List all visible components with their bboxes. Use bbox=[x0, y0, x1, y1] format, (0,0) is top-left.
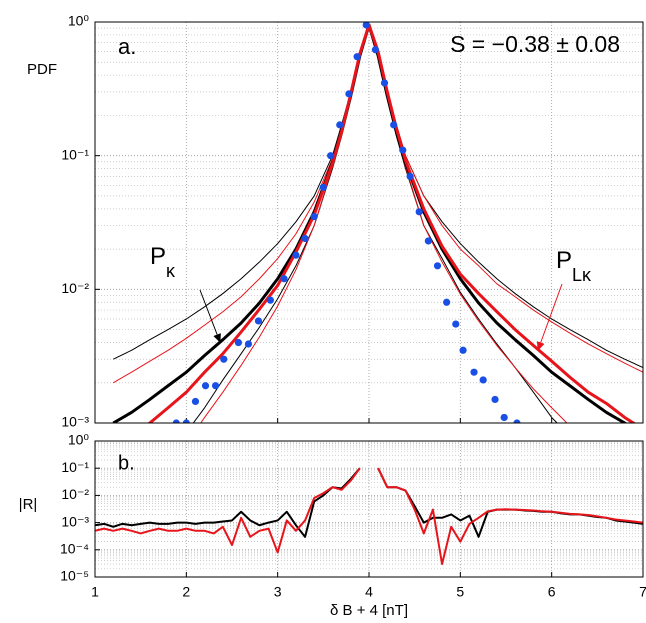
curve-label: PLκ bbox=[556, 247, 592, 284]
data-point bbox=[336, 121, 344, 129]
y-tick-label: 10⁻³ bbox=[61, 513, 89, 529]
curve-label-base: P bbox=[556, 247, 572, 274]
data-point bbox=[433, 262, 442, 270]
y-tick-label: 10⁻² bbox=[61, 280, 89, 296]
data-point bbox=[211, 382, 220, 390]
data-point bbox=[319, 183, 327, 191]
data-point bbox=[362, 22, 370, 29]
y-tick-label: 10⁰ bbox=[68, 13, 90, 29]
data-point bbox=[310, 213, 318, 221]
y-tick-label: 10⁻³ bbox=[61, 414, 89, 430]
annotation-arrow bbox=[199, 289, 221, 343]
data-point bbox=[345, 90, 353, 98]
curve-label-sub: κ bbox=[166, 261, 176, 281]
x-tick-label: 4 bbox=[365, 584, 373, 600]
x-axis-label: δ B + 4 [nT] bbox=[330, 602, 408, 619]
data-point bbox=[424, 237, 432, 245]
data-line bbox=[200, 24, 568, 423]
data-point bbox=[327, 152, 335, 160]
curve-label: Pκ bbox=[150, 243, 176, 280]
data-point bbox=[406, 172, 414, 180]
data-line bbox=[113, 24, 643, 384]
y-tick-label: 10⁰ bbox=[68, 432, 90, 448]
y-tick-label: 10⁻² bbox=[61, 486, 89, 502]
curve-label-base: P bbox=[150, 243, 166, 270]
panel-label: b. bbox=[118, 452, 135, 474]
data-point bbox=[266, 296, 274, 304]
data-point bbox=[470, 368, 478, 376]
data-point bbox=[254, 317, 263, 325]
data-point bbox=[415, 208, 423, 216]
data-point bbox=[380, 79, 389, 87]
y-tick-label: 10⁻⁴ bbox=[60, 541, 89, 557]
data-line bbox=[95, 467, 643, 566]
data-point bbox=[353, 53, 361, 61]
data-point bbox=[244, 340, 253, 348]
panel-label: a. bbox=[118, 34, 136, 59]
data-point bbox=[201, 382, 210, 390]
curve-label-sub: Lκ bbox=[572, 265, 592, 285]
y-axis-label: PDF bbox=[27, 61, 57, 78]
data-point bbox=[500, 413, 508, 422]
annotation-arrow bbox=[536, 283, 563, 351]
data-point bbox=[491, 395, 499, 404]
plot-frame bbox=[94, 440, 644, 578]
y-tick-label: 10⁻⁵ bbox=[60, 568, 89, 584]
x-tick-label: 6 bbox=[548, 584, 556, 600]
data-point bbox=[234, 338, 242, 347]
data-point bbox=[292, 251, 300, 259]
data-line bbox=[147, 23, 637, 423]
x-tick-label: 5 bbox=[456, 584, 464, 600]
data-point bbox=[513, 419, 521, 423]
data-line bbox=[113, 24, 643, 368]
data-point bbox=[182, 419, 190, 423]
data-point bbox=[452, 320, 460, 328]
data-point bbox=[459, 346, 467, 354]
y-tick-label: 10⁻¹ bbox=[61, 459, 89, 475]
x-tick-label: 3 bbox=[274, 584, 282, 600]
x-tick-label: 7 bbox=[639, 584, 646, 600]
data-point bbox=[443, 298, 451, 306]
data-point bbox=[220, 355, 228, 363]
data-point bbox=[280, 275, 288, 283]
data-point bbox=[371, 46, 379, 54]
y-axis-label: |R| bbox=[19, 496, 38, 513]
x-tick-label: 2 bbox=[182, 584, 190, 600]
data-point bbox=[301, 234, 309, 243]
data-line bbox=[192, 24, 558, 423]
plot-area bbox=[112, 22, 643, 423]
plot-area bbox=[95, 467, 643, 566]
x-tick-label: 1 bbox=[91, 584, 99, 600]
data-point bbox=[390, 121, 398, 129]
data-point bbox=[479, 376, 487, 384]
data-point bbox=[172, 419, 180, 423]
plot-frame bbox=[94, 21, 644, 424]
data-point bbox=[191, 397, 200, 406]
data-point bbox=[399, 146, 407, 154]
statistic: S = −0.38 ± 0.08 bbox=[450, 31, 620, 57]
y-tick-label: 10⁻¹ bbox=[61, 146, 89, 162]
